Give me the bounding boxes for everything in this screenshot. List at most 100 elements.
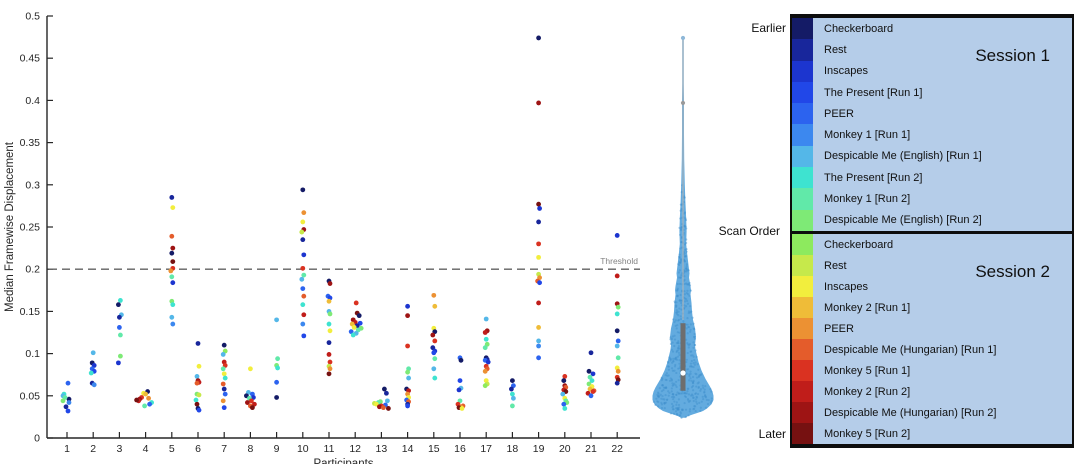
violin-speckle bbox=[685, 250, 688, 253]
violin-speckle bbox=[684, 218, 688, 222]
data-point bbox=[510, 391, 515, 397]
data-point bbox=[350, 332, 356, 338]
violin-iqr-box bbox=[680, 323, 686, 391]
legend-swatch bbox=[792, 124, 813, 146]
violin-speckle bbox=[663, 402, 666, 405]
data-point bbox=[326, 321, 332, 327]
violin-speckle bbox=[669, 357, 672, 360]
violin-speckle bbox=[683, 224, 686, 227]
violin-speckle bbox=[705, 398, 708, 401]
scan-order-legend: Session 1 Checkerboard Rest Inscapes The Pr… bbox=[790, 14, 1074, 448]
violin-speckle bbox=[671, 384, 674, 387]
violin-speckle bbox=[692, 396, 695, 399]
violin-speckle bbox=[678, 255, 681, 259]
violin-speckle bbox=[660, 397, 663, 400]
data-point bbox=[300, 286, 306, 292]
violin-speckle bbox=[667, 365, 670, 368]
violin-speckle bbox=[675, 350, 678, 354]
legend-row: Monkey 1 [Run 1] bbox=[792, 124, 1072, 146]
violin-speckle bbox=[685, 338, 688, 341]
violin-speckle bbox=[694, 398, 697, 401]
data-point bbox=[142, 403, 148, 409]
data-point bbox=[483, 336, 489, 342]
data-point bbox=[384, 390, 389, 396]
violin-speckle bbox=[677, 340, 680, 343]
violin-speckle bbox=[677, 310, 680, 313]
data-point bbox=[299, 229, 305, 235]
data-point bbox=[536, 35, 541, 41]
violin-speckle bbox=[679, 258, 683, 261]
x-tick-label: 9 bbox=[274, 443, 280, 455]
violin-speckle bbox=[680, 241, 683, 244]
violin-speckle bbox=[688, 379, 691, 382]
data-point bbox=[536, 355, 541, 361]
violin-outlier-dot bbox=[680, 35, 686, 41]
data-point bbox=[169, 195, 175, 200]
violin-speckle bbox=[699, 406, 702, 409]
legend-row: Inscapes bbox=[792, 276, 1072, 297]
violin-speckle bbox=[704, 385, 707, 388]
violin-speckle bbox=[684, 255, 687, 258]
violin-speckle bbox=[695, 376, 699, 379]
violin-speckle bbox=[661, 377, 664, 381]
data-point bbox=[66, 396, 72, 402]
violin-speckle bbox=[702, 386, 705, 389]
violin-speckle bbox=[680, 203, 683, 206]
violin-speckle bbox=[671, 361, 674, 364]
legend-session-2-title: Session 2 bbox=[975, 262, 1050, 281]
violin-speckle bbox=[685, 263, 688, 266]
data-point bbox=[614, 311, 620, 317]
violin-speckle bbox=[675, 327, 678, 330]
data-point bbox=[458, 357, 464, 363]
violin-speckle bbox=[667, 374, 670, 377]
legend-row: Monkey 1 [Run 2] bbox=[792, 188, 1072, 210]
violin-speckle bbox=[678, 299, 681, 302]
data-point bbox=[222, 391, 228, 397]
y-tick-label: 0.4 bbox=[25, 95, 40, 107]
violin-speckle bbox=[676, 358, 679, 361]
violin-speckle bbox=[673, 301, 677, 304]
legend-swatch bbox=[792, 188, 813, 210]
violin-speckle bbox=[677, 403, 681, 407]
legend-label: Despicable Me (English) [Run 1] bbox=[824, 150, 982, 163]
violin-speckle bbox=[671, 350, 675, 353]
data-point bbox=[91, 382, 97, 388]
violin-speckle bbox=[696, 392, 700, 396]
violin-speckle bbox=[684, 267, 688, 270]
violin-speckle bbox=[675, 393, 678, 396]
violin-speckle bbox=[693, 337, 696, 340]
violin-speckle bbox=[686, 317, 689, 320]
violin-speckle bbox=[672, 395, 675, 398]
violin-speckle bbox=[677, 349, 680, 352]
data-point bbox=[327, 311, 333, 317]
legend-label: Monkey 1 [Run 2] bbox=[824, 193, 911, 206]
legend-row: Despicable Me (English) [Run 2] bbox=[792, 209, 1072, 231]
data-point bbox=[405, 403, 410, 409]
violin-speckle bbox=[670, 387, 673, 390]
y-tick-label: 0.25 bbox=[20, 222, 41, 234]
violin-speckle bbox=[684, 217, 687, 220]
violin-speckle bbox=[683, 275, 686, 278]
violin-speckle bbox=[679, 414, 682, 417]
violin-speckle bbox=[656, 395, 660, 398]
data-point bbox=[170, 245, 176, 251]
violin-speckle bbox=[678, 226, 681, 229]
violin-speckle bbox=[671, 335, 674, 338]
data-point bbox=[300, 265, 306, 271]
violin-speckle bbox=[685, 238, 688, 241]
data-point bbox=[588, 350, 594, 356]
violin-speckle bbox=[693, 332, 696, 336]
violin-speckle bbox=[680, 191, 683, 194]
violin-speckle bbox=[679, 411, 682, 414]
y-tick-label: 0.05 bbox=[20, 390, 41, 402]
violin-speckle bbox=[701, 384, 704, 387]
data-point bbox=[562, 373, 568, 379]
violin-speckle bbox=[691, 381, 694, 384]
violin-speckle bbox=[683, 260, 686, 263]
violin-speckle bbox=[686, 289, 689, 292]
violin-speckle bbox=[675, 309, 678, 312]
violin-speckle bbox=[673, 382, 676, 385]
data-point bbox=[118, 298, 123, 303]
violin-speckle bbox=[677, 398, 680, 401]
violin-speckle bbox=[698, 375, 701, 378]
